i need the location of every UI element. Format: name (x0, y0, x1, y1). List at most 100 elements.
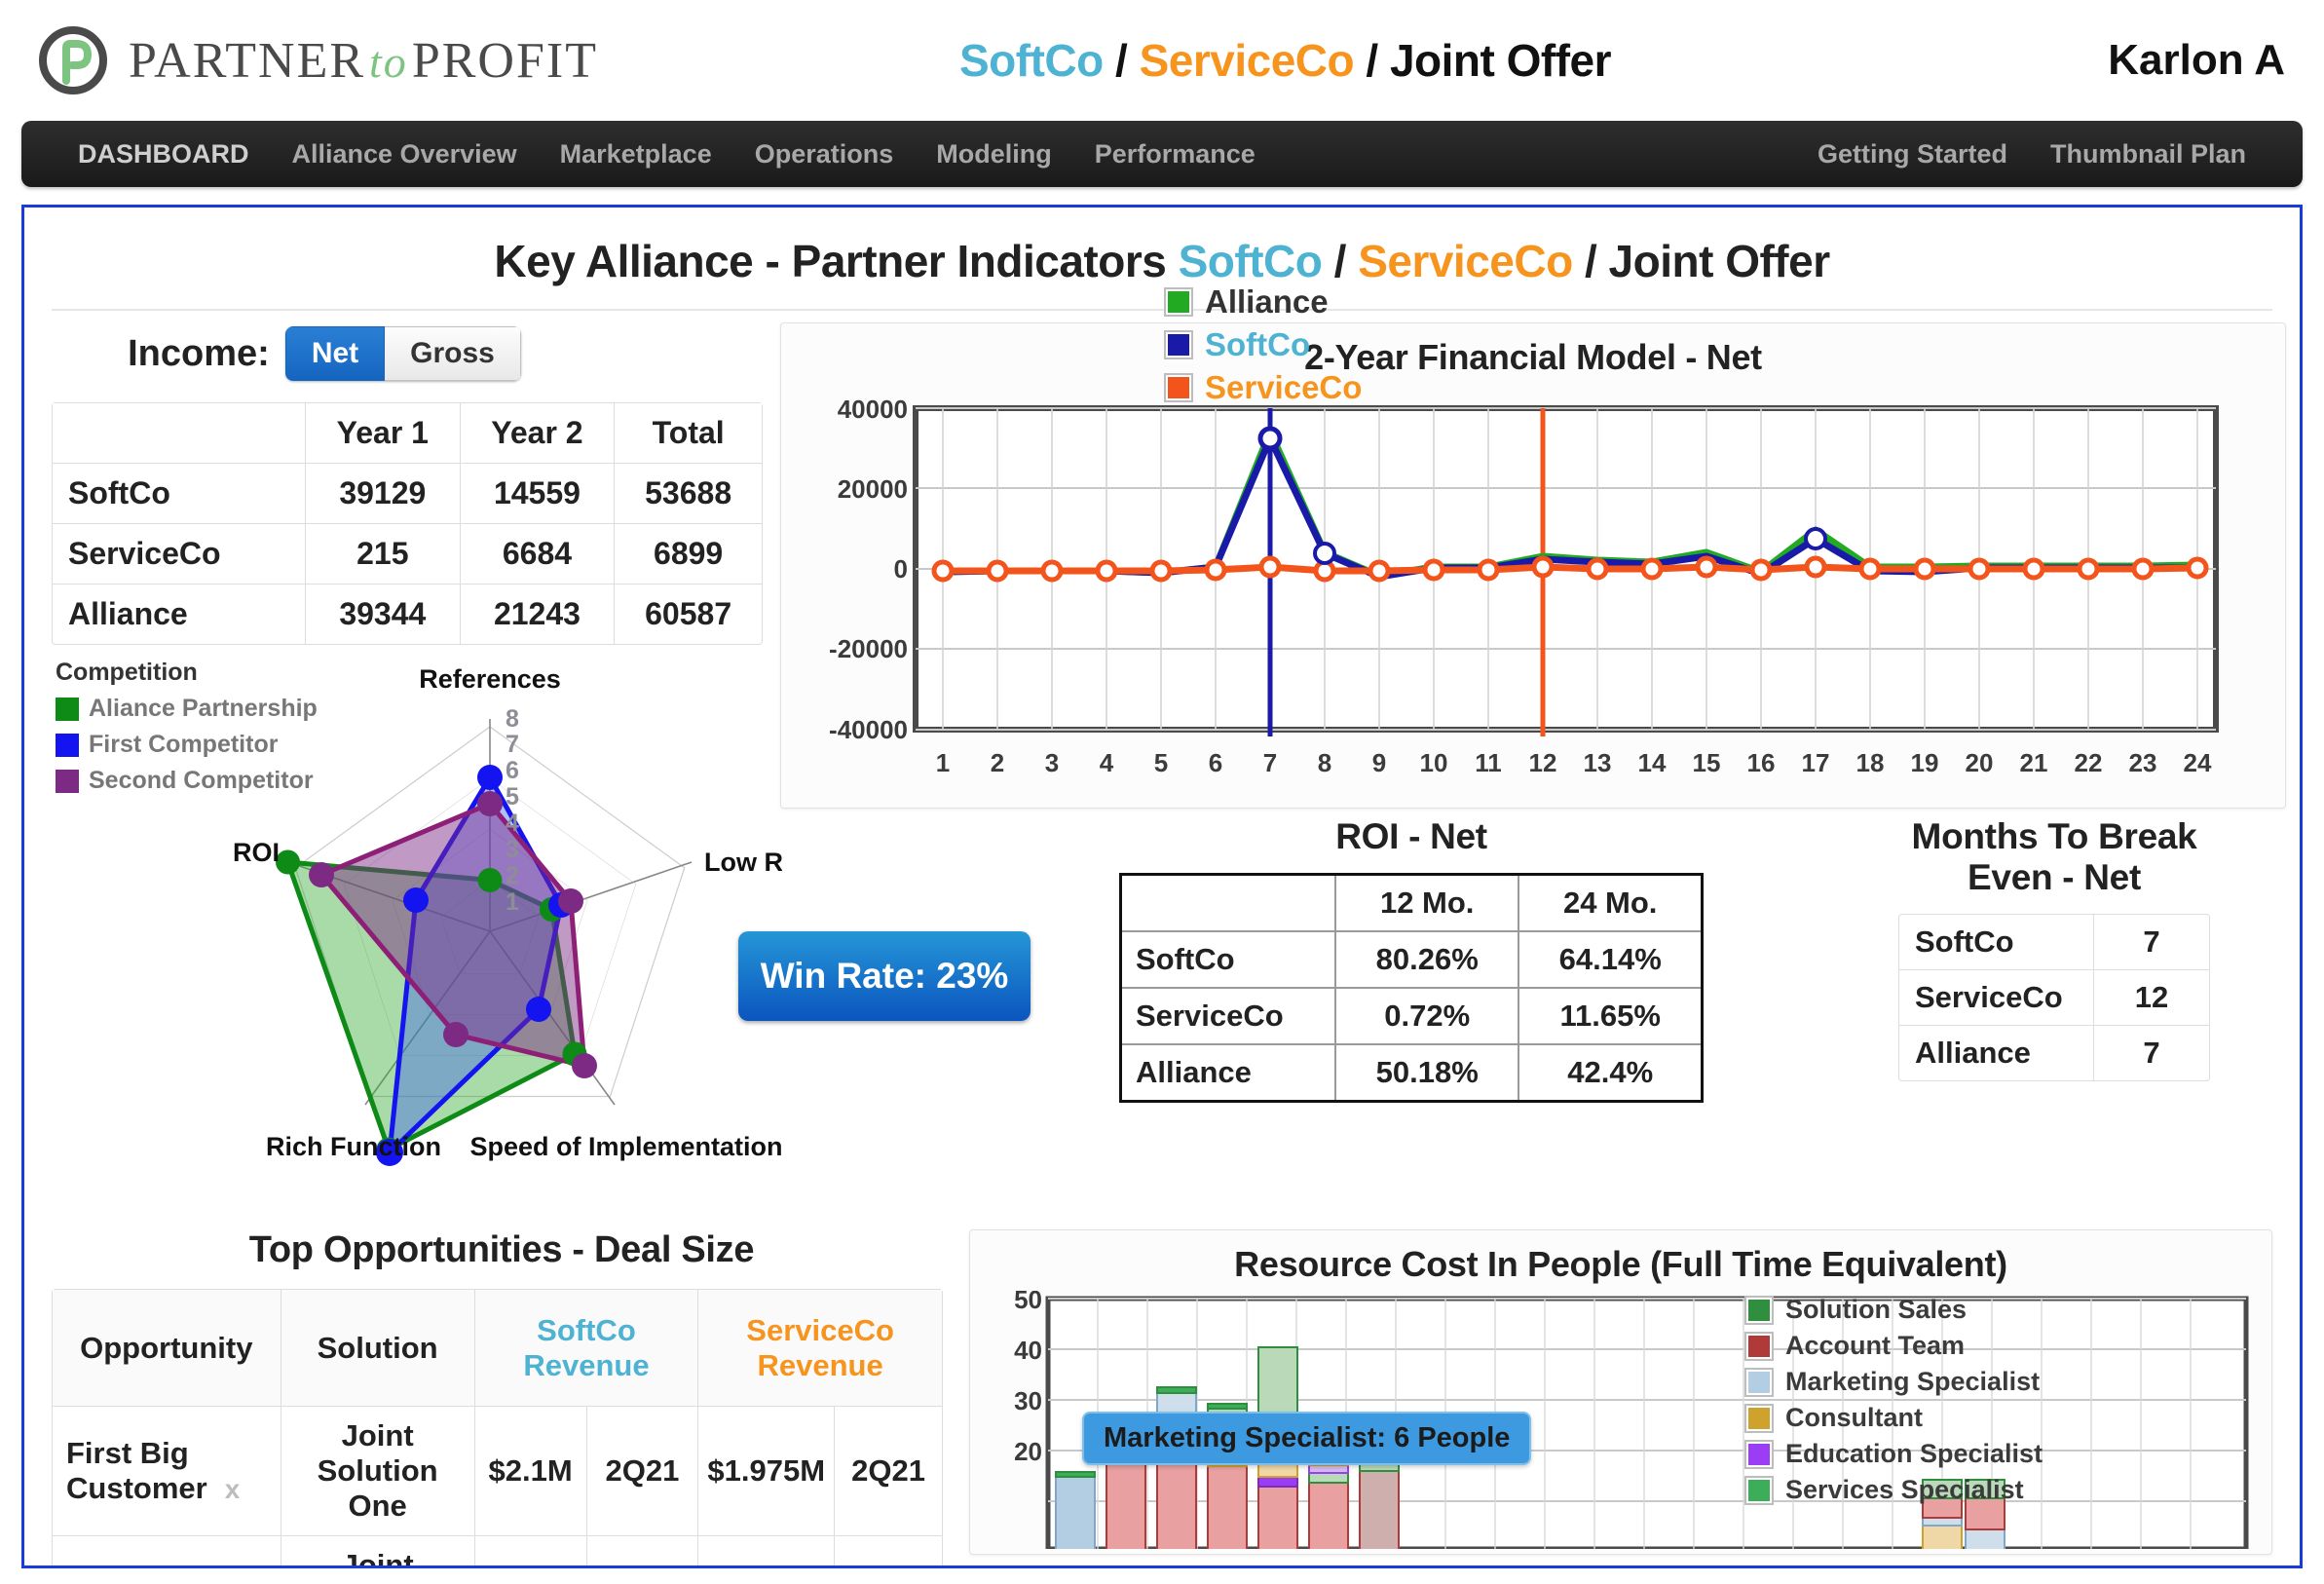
income-toggle-row: Income: Net Gross (52, 326, 763, 381)
nav-item-performance[interactable]: Performance (1094, 138, 1256, 169)
resource-legend-label-marketing-specialist: Marketing Specialist (1785, 1367, 2041, 1396)
breadcrumb-softco[interactable]: SoftCo (959, 35, 1104, 86)
svg-text:4: 4 (506, 810, 519, 837)
income-row-serviceco-year1: 215 (306, 524, 461, 585)
opp-col-solution[interactable]: Solution (281, 1290, 475, 1407)
income-toggle-group: Net Gross (284, 326, 521, 381)
income-col-total: Total (615, 403, 762, 464)
svg-text:7: 7 (506, 731, 519, 758)
radar-legend-item-alliance[interactable]: Aliance Partnership (56, 695, 318, 723)
svg-text:8: 8 (1318, 748, 1331, 777)
radar-legend: Competition Aliance Partnership First Co… (56, 659, 318, 803)
user-menu[interactable]: Karlon A (2108, 36, 2285, 84)
roi-title: ROI - Net (1335, 816, 1487, 856)
income-row-serviceco-label: ServiceCo (53, 524, 306, 585)
svg-text:Rich Function: Rich Function (266, 1132, 441, 1161)
radar-legend-swatch-second-competitor (56, 769, 79, 793)
page-title-serviceco: ServiceCo (1358, 236, 1573, 286)
svg-text:20: 20 (1014, 1437, 1042, 1466)
financial-legend-item-alliance[interactable]: Alliance (1164, 283, 1362, 321)
opp-col-softco-revenue[interactable]: SoftCo Revenue (474, 1290, 699, 1407)
resource-legend-item-education-specialist[interactable]: Education Specialist (1744, 1439, 2043, 1469)
competition-radar-chart: Competition Aliance Partnership First Co… (52, 659, 1031, 1204)
brand-logo[interactable]: PARTNERtoPROFIT (37, 24, 598, 96)
resource-legend-label-solution-sales: Solution Sales (1785, 1295, 1968, 1324)
breadcrumb-joint-offer[interactable]: Joint Offer (1389, 35, 1612, 86)
radar-legend-swatch-first-competitor (56, 733, 79, 757)
radar-legend-item-first-competitor[interactable]: First Competitor (56, 731, 318, 759)
financial-legend-item-serviceco[interactable]: ServiceCo (1164, 369, 1362, 406)
brand-part2: PROFIT (411, 32, 598, 89)
brand-part1: PARTNER (129, 32, 366, 89)
income-row-alliance-year1: 39344 (306, 585, 461, 644)
resource-legend-item-consultant[interactable]: Consultant (1744, 1403, 2043, 1433)
roi-breakeven-section: ROI - Net 12 Mo. 24 Mo. SoftCo (780, 816, 2286, 1103)
win-rate-button[interactable]: Win Rate: 23% (738, 931, 1031, 1021)
radar-legend-label-alliance: Aliance Partnership (89, 695, 318, 722)
table-row: SoftCo 39129 14559 53688 (53, 464, 762, 524)
svg-text:9: 9 (1372, 748, 1386, 777)
radar-legend-label-second-competitor: Second Competitor (89, 767, 314, 794)
left-column: Income: Net Gross Year 1 Year 2 Total (24, 311, 1031, 1204)
opp-col-serviceco-revenue[interactable]: ServiceCo Revenue (698, 1290, 942, 1407)
svg-text:7: 7 (1263, 748, 1277, 777)
financial-legend-swatch-alliance (1164, 287, 1193, 317)
nav-item-marketplace[interactable]: Marketplace (559, 138, 712, 169)
opp-row-1-opportunity-name: First Big Customer (66, 1436, 207, 1505)
page-title-sep-1: / (1322, 236, 1359, 286)
opp-row-2-serviceco-revenue: $2.475M (698, 1536, 836, 1565)
resource-legend-item-account-team[interactable]: Account Team (1744, 1331, 2043, 1361)
svg-text:50: 50 (1014, 1291, 1042, 1314)
income-toggle-net[interactable]: Net (284, 326, 386, 381)
radar-legend-item-second-competitor[interactable]: Second Competitor (56, 767, 318, 795)
opp-row-2-solution: Joint Solution Two (281, 1536, 475, 1565)
breakeven-row-alliance-months: 7 (2143, 1036, 2160, 1070)
svg-text:22: 22 (2075, 748, 2103, 777)
income-toggle-gross[interactable]: Gross (385, 326, 521, 381)
breakeven-title-line1: Months To Break (1911, 816, 2197, 856)
radar-plot: 8 7 6 5 4 3 2 1 References Low Risk Spee… (233, 664, 782, 1166)
financial-legend-item-softco[interactable]: SoftCo (1164, 326, 1362, 363)
income-col-year1: Year 1 (306, 403, 461, 464)
partner-to-profit-logo-icon (37, 24, 109, 96)
nav-item-dashboard[interactable]: DASHBOARD (78, 138, 249, 169)
opp-col-opportunity[interactable]: Opportunity (53, 1290, 281, 1407)
opp-row-1-remove-icon[interactable]: x (224, 1474, 241, 1504)
income-row-softco-total: 53688 (615, 464, 762, 524)
table-row: SoftCo 80.26% 64.14% (1122, 932, 1701, 989)
resource-legend-label-account-team: Account Team (1785, 1331, 1966, 1360)
income-row-serviceco-year2: 6684 (460, 524, 616, 585)
income-col-year2: Year 2 (460, 403, 616, 464)
top-section: Income: Net Gross Year 1 Year 2 Total (24, 283, 2300, 1204)
resource-legend-item-marketing-specialist[interactable]: Marketing Specialist (1744, 1367, 2043, 1397)
opp-row-1-serviceco-revenue: $1.975M (698, 1407, 836, 1536)
svg-text:1: 1 (506, 888, 519, 916)
nav-item-operations[interactable]: Operations (754, 138, 894, 169)
breakeven-block: Months To Break Even - Net SoftCo 7 Serv… (1850, 816, 2259, 1103)
opp-row-1-solution: Joint Solution One (281, 1407, 475, 1536)
financial-chart-legend: Alliance SoftCo ServiceCo (1164, 283, 1362, 412)
financial-model-chart-title: 2-Year Financial Model - Net (1304, 337, 1762, 377)
resource-legend-item-solution-sales[interactable]: Solution Sales (1744, 1295, 2043, 1325)
app-header: PARTNERtoPROFIT SoftCo / ServiceCo / Joi… (0, 0, 2324, 121)
brand-italic: to (369, 36, 408, 87)
opp-row-1-opportunity[interactable]: First Big Customer x (53, 1407, 281, 1536)
breadcrumb-serviceco[interactable]: ServiceCo (1139, 35, 1355, 86)
nav-item-getting-started[interactable]: Getting Started (1817, 138, 2007, 169)
table-row: ServiceCo 12 (1899, 970, 2209, 1026)
nav-item-modeling[interactable]: Modeling (936, 138, 1052, 169)
breadcrumb: SoftCo / ServiceCo / Joint Offer (959, 34, 1612, 87)
resource-legend-item-services-specialist[interactable]: Services Specialist (1744, 1475, 2043, 1505)
breakeven-table: SoftCo 7 ServiceCo 12 Alliance 7 (1898, 914, 2210, 1081)
page-title-softco: SoftCo (1178, 236, 1323, 286)
nav-item-alliance-overview[interactable]: Alliance Overview (291, 138, 517, 169)
opp-col-serviceco-line2: Revenue (757, 1347, 883, 1382)
svg-text:15: 15 (1693, 748, 1721, 777)
income-row-softco-year2: 14559 (460, 464, 616, 524)
nav-item-thumbnail-plan[interactable]: Thumbnail Plan (2049, 138, 2246, 169)
svg-text:23: 23 (2129, 748, 2157, 777)
income-row-softco-label: SoftCo (53, 464, 306, 524)
breakeven-row-serviceco-label: ServiceCo (1899, 970, 2094, 1026)
